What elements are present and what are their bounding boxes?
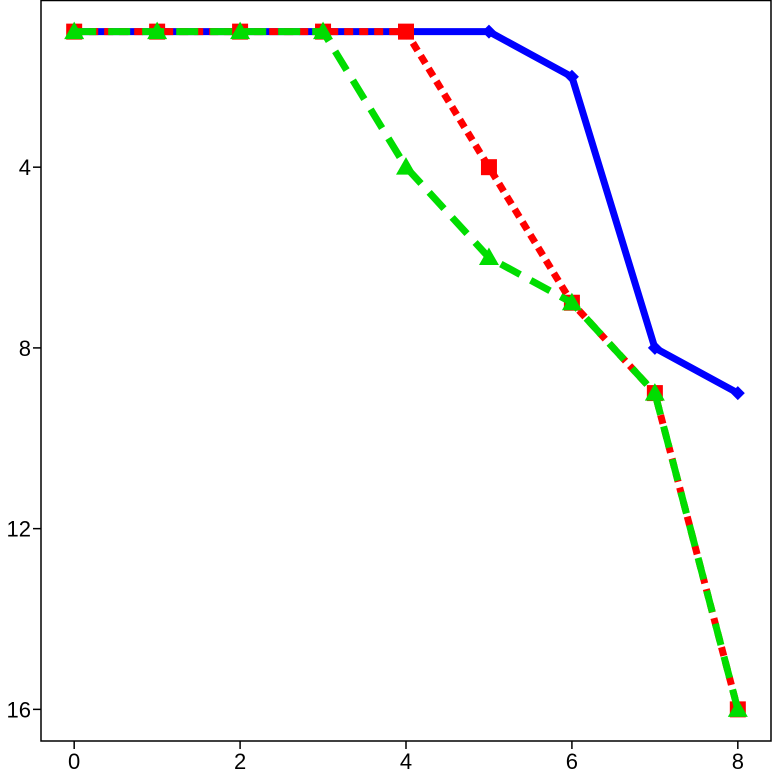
x-tick-label-4: 4 bbox=[400, 749, 412, 772]
point-red-5 bbox=[480, 159, 497, 176]
y-tick-label-4: 4 bbox=[19, 155, 31, 180]
axis-layer: 0 2 4 6 8 4 8 12 16 bbox=[7, 0, 772, 772]
point-blue-5 bbox=[481, 24, 496, 39]
y-tick-label-8: 8 bbox=[19, 336, 31, 361]
point-green-2 bbox=[230, 21, 251, 40]
series-layer bbox=[64, 21, 748, 718]
series-line-green bbox=[74, 28, 742, 711]
plot-frame bbox=[40, 0, 772, 742]
point-green-1 bbox=[147, 21, 168, 40]
point-green-0 bbox=[64, 21, 85, 40]
point-green-8 bbox=[727, 699, 748, 717]
series-blue bbox=[67, 24, 745, 401]
x-tick-label-8: 8 bbox=[732, 749, 744, 772]
series-line-blue bbox=[74, 28, 740, 397]
point-red-4 bbox=[398, 23, 414, 40]
point-green-7 bbox=[644, 383, 665, 401]
series-green bbox=[64, 21, 748, 717]
point-green-3 bbox=[313, 21, 334, 40]
y-tick-label-12: 12 bbox=[7, 517, 31, 542]
x-tick-label-0: 0 bbox=[68, 749, 80, 772]
point-blue-7 bbox=[647, 340, 662, 355]
point-blue-6 bbox=[564, 69, 579, 84]
x-tick-label-6: 6 bbox=[566, 749, 578, 772]
point-green-6 bbox=[561, 292, 582, 311]
point-green-5 bbox=[478, 247, 499, 266]
y-tick-label-16: 16 bbox=[7, 697, 31, 722]
point-green-4 bbox=[396, 157, 416, 175]
x-tick-label-2: 2 bbox=[234, 749, 246, 772]
point-blue-8 bbox=[730, 386, 745, 401]
series-red bbox=[66, 23, 746, 718]
